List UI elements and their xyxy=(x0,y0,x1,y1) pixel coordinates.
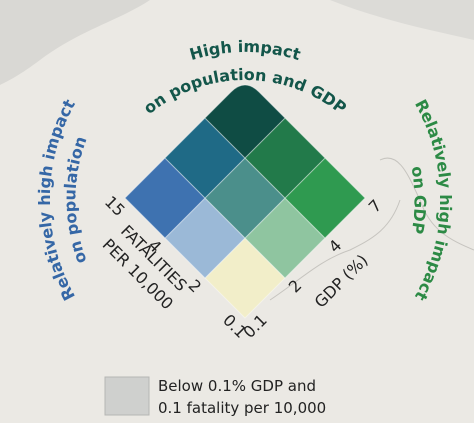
bivariate-grid xyxy=(124,84,366,319)
terrain xyxy=(0,0,150,85)
heading: on GDP xyxy=(407,165,429,236)
grid-cell xyxy=(204,84,286,159)
heading-text: on GDP xyxy=(407,165,429,236)
terrain xyxy=(330,0,474,40)
note-text: 0.1 fatality per 10,000 xyxy=(158,399,326,417)
border-line xyxy=(379,157,474,251)
note-text: Below 0.1% GDP and xyxy=(158,377,316,395)
no-data-swatch xyxy=(104,376,150,416)
border-line xyxy=(269,199,401,301)
